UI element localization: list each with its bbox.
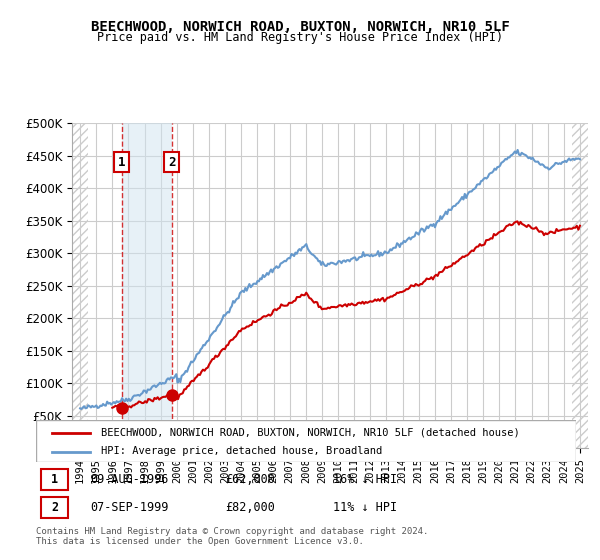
Text: Price paid vs. HM Land Registry's House Price Index (HPI): Price paid vs. HM Land Registry's House …	[97, 31, 503, 44]
Text: BEECHWOOD, NORWICH ROAD, BUXTON, NORWICH, NR10 5LF: BEECHWOOD, NORWICH ROAD, BUXTON, NORWICH…	[91, 20, 509, 34]
Text: Contains HM Land Registry data © Crown copyright and database right 2024.
This d: Contains HM Land Registry data © Crown c…	[36, 526, 428, 546]
FancyBboxPatch shape	[41, 469, 68, 490]
Text: £82,000: £82,000	[225, 501, 275, 515]
FancyBboxPatch shape	[36, 420, 576, 462]
Text: 2: 2	[168, 156, 176, 169]
Bar	[572, 123, 588, 448]
Text: 2: 2	[52, 501, 58, 515]
Text: 11% ↓ HPI: 11% ↓ HPI	[333, 501, 397, 515]
Text: BEECHWOOD, NORWICH ROAD, BUXTON, NORWICH, NR10 5LF (detached house): BEECHWOOD, NORWICH ROAD, BUXTON, NORWICH…	[101, 428, 520, 437]
Text: 1: 1	[118, 156, 126, 169]
Text: 09-AUG-1996: 09-AUG-1996	[90, 473, 169, 487]
FancyBboxPatch shape	[41, 497, 68, 518]
Bar	[72, 123, 88, 448]
Text: 1: 1	[52, 473, 58, 487]
Text: £62,000: £62,000	[225, 473, 275, 487]
Text: 07-SEP-1999: 07-SEP-1999	[90, 501, 169, 515]
Text: HPI: Average price, detached house, Broadland: HPI: Average price, detached house, Broa…	[101, 446, 382, 456]
Text: 16% ↓ HPI: 16% ↓ HPI	[333, 473, 397, 487]
Bar	[122, 123, 172, 448]
